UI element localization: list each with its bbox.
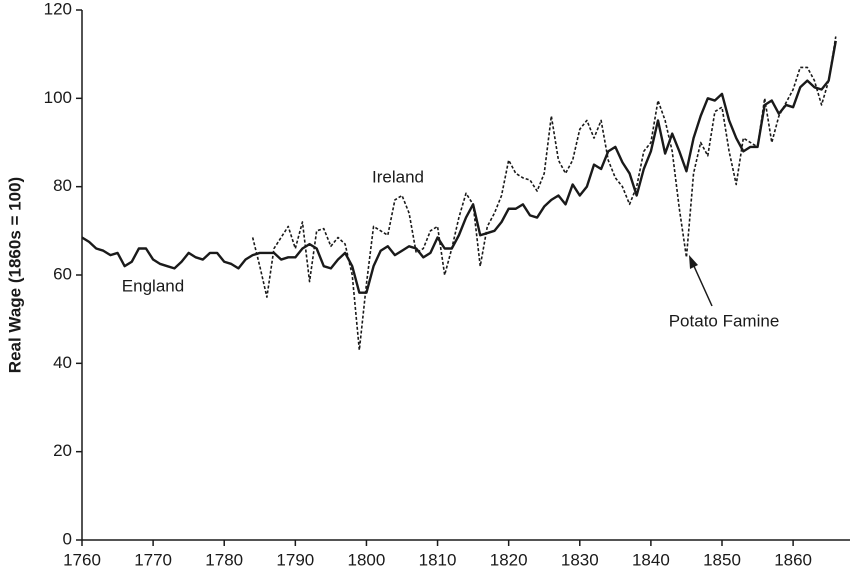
y-tick-label: 80	[53, 176, 72, 195]
y-tick-label: 100	[44, 88, 72, 107]
series-line	[81, 40, 837, 294]
x-tick-label: 1850	[703, 550, 741, 569]
x-tick-label: 1770	[134, 550, 172, 569]
annotation: England	[122, 276, 184, 295]
x-tick-label: 1780	[205, 550, 243, 569]
y-tick-label: 60	[53, 264, 72, 283]
y-tick-label: 20	[53, 441, 72, 460]
y-tick-label: 0	[63, 529, 72, 548]
x-tick-label: 1820	[490, 550, 528, 569]
x-tick-label: 1860	[774, 550, 812, 569]
x-tick-label: 1810	[419, 550, 457, 569]
x-tick-label: 1840	[632, 550, 670, 569]
x-tick-label: 1830	[561, 550, 599, 569]
arrow-head	[689, 255, 698, 269]
x-tick-label: 1790	[276, 550, 314, 569]
y-tick-label: 120	[44, 0, 72, 18]
series-line	[251, 36, 837, 351]
annotation: Ireland	[372, 167, 424, 186]
annotation: Potato Famine	[669, 311, 780, 330]
y-axis-label: Real Wage (1860s = 100)	[5, 177, 24, 373]
y-tick-label: 40	[53, 353, 72, 372]
arrow-line	[692, 263, 713, 307]
x-tick-label: 1760	[63, 550, 101, 569]
x-tick-label: 1800	[348, 550, 386, 569]
